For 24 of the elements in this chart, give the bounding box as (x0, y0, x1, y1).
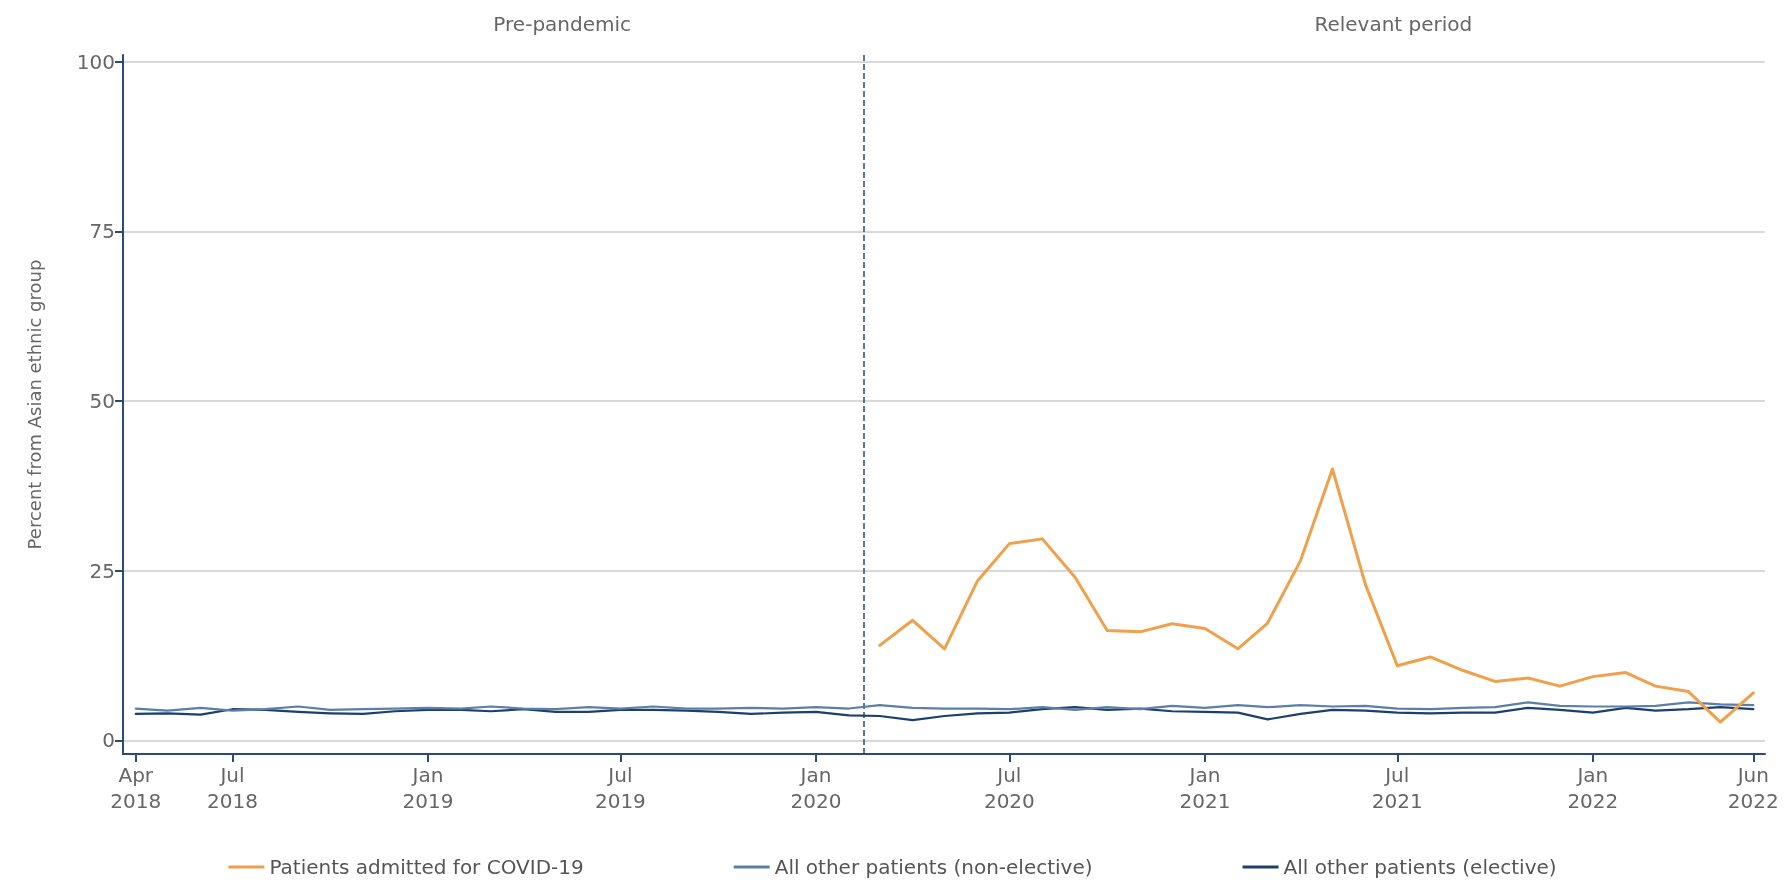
legend-label: All other patients (elective) (1283, 855, 1557, 879)
x-tick-label: Jan 2019 (402, 763, 454, 813)
text: Relevant period (1314, 12, 1473, 36)
x-tick-label: Jul 2020 (983, 763, 1035, 813)
y-tick-label: 50 (89, 389, 115, 414)
y-tick-label: 100 (76, 49, 115, 74)
x-tick-label: Apr 2018 (110, 763, 162, 813)
x-tick-label: Jun 2022 (1727, 763, 1779, 813)
x-tick-label: Jan 2021 (1179, 763, 1231, 813)
y-axis-title: Percent from Asian ethnic group (23, 259, 45, 550)
y-tick-label: 25 (89, 558, 115, 583)
line-series (878, 467, 1755, 724)
x-tick-label: Jul 2021 (1371, 763, 1423, 813)
y-tick-label: 0 (102, 728, 115, 753)
line-series (134, 706, 1755, 722)
x-tick-label: Jul 2019 (594, 763, 646, 813)
x-tick-label: Jan 2020 (790, 763, 842, 813)
legend-label: Patients admitted for COVID-19 (269, 855, 584, 879)
x-tick-label: Jan 2022 (1567, 763, 1619, 813)
y-tick-label: 75 (89, 219, 115, 244)
x-tick-label: Jul 2018 (207, 763, 258, 813)
line-series (134, 701, 1755, 712)
text: Pre-pandemic (493, 12, 632, 36)
legend-label: All other patients (non-elective) (774, 855, 1093, 879)
